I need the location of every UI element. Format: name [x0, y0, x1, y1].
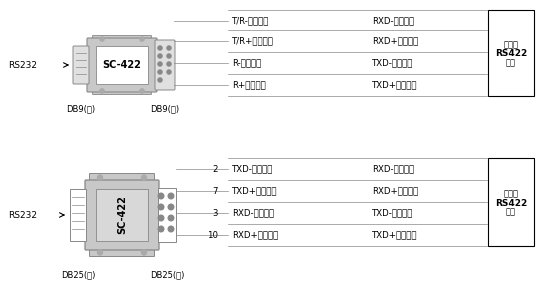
Circle shape: [100, 88, 104, 93]
Text: R+（接收）: R+（接收）: [232, 81, 266, 89]
Circle shape: [166, 45, 172, 50]
Text: RXD-（接收）: RXD-（接收）: [232, 209, 274, 217]
Bar: [488, 10, 534, 96]
Circle shape: [97, 250, 103, 255]
Text: T/R-（发送）: T/R-（发送）: [232, 16, 270, 25]
Text: RXD-（接收）: RXD-（接收）: [372, 16, 414, 25]
Text: DB9(孔): DB9(孔): [66, 105, 96, 113]
FancyBboxPatch shape: [85, 180, 159, 250]
FancyBboxPatch shape: [73, 46, 89, 84]
Circle shape: [158, 45, 162, 50]
Text: TXD+（发送）: TXD+（发送）: [232, 187, 278, 195]
Text: DB9(针): DB9(针): [151, 105, 180, 113]
Text: SC-422: SC-422: [117, 195, 127, 234]
Text: 设备的: 设备的: [504, 40, 519, 50]
Text: RXD-（接收）: RXD-（接收）: [372, 164, 414, 173]
Circle shape: [141, 175, 146, 180]
Circle shape: [158, 226, 164, 232]
Circle shape: [166, 62, 172, 67]
Text: RS232: RS232: [8, 60, 37, 69]
FancyBboxPatch shape: [93, 35, 152, 42]
Text: RXD+（接收）: RXD+（接收）: [372, 37, 418, 45]
Circle shape: [139, 88, 145, 93]
Text: TXD-（发送）: TXD-（发送）: [372, 59, 413, 67]
Text: DB25(孔): DB25(孔): [61, 270, 95, 280]
Text: RS422: RS422: [495, 50, 527, 59]
Circle shape: [168, 226, 174, 232]
Circle shape: [158, 78, 162, 83]
Text: TXD-（发送）: TXD-（发送）: [232, 164, 273, 173]
Text: 接口: 接口: [506, 207, 516, 217]
FancyBboxPatch shape: [96, 46, 148, 84]
Text: RXD+（接收）: RXD+（接收）: [232, 231, 278, 239]
Circle shape: [168, 193, 174, 199]
Circle shape: [141, 250, 146, 255]
Circle shape: [139, 37, 145, 42]
Text: 接口: 接口: [506, 59, 516, 67]
Text: 7: 7: [213, 187, 218, 195]
FancyBboxPatch shape: [155, 40, 175, 90]
Text: 3: 3: [213, 209, 218, 217]
Circle shape: [158, 204, 164, 210]
Text: TXD-（发送）: TXD-（发送）: [372, 209, 413, 217]
Text: DB25(针): DB25(针): [150, 270, 184, 280]
Circle shape: [158, 54, 162, 59]
Circle shape: [158, 215, 164, 221]
FancyBboxPatch shape: [87, 38, 157, 92]
Text: 2: 2: [213, 164, 218, 173]
Circle shape: [158, 62, 162, 67]
FancyBboxPatch shape: [89, 248, 154, 256]
Text: TXD+（发送）: TXD+（发送）: [372, 231, 417, 239]
Text: 10: 10: [207, 231, 218, 239]
Circle shape: [166, 69, 172, 74]
Text: RS232: RS232: [8, 210, 37, 219]
Circle shape: [166, 54, 172, 59]
Circle shape: [97, 175, 103, 180]
Text: RS422: RS422: [495, 198, 527, 207]
Text: 设备的: 设备的: [504, 190, 519, 198]
Text: SC-422: SC-422: [103, 60, 141, 70]
Text: TXD+（发送）: TXD+（发送）: [372, 81, 417, 89]
FancyBboxPatch shape: [89, 173, 154, 181]
Text: T/R+（发送）: T/R+（发送）: [232, 37, 274, 45]
Circle shape: [168, 215, 174, 221]
Bar: [488, 158, 534, 246]
Circle shape: [100, 37, 104, 42]
Text: R-（接收）: R-（接收）: [232, 59, 261, 67]
Circle shape: [158, 69, 162, 74]
FancyBboxPatch shape: [96, 189, 148, 241]
Bar: [70, 189, 86, 241]
Text: RXD+（接收）: RXD+（接收）: [372, 187, 418, 195]
Circle shape: [168, 204, 174, 210]
FancyBboxPatch shape: [93, 88, 152, 95]
Bar: [158, 188, 176, 242]
Circle shape: [158, 193, 164, 199]
